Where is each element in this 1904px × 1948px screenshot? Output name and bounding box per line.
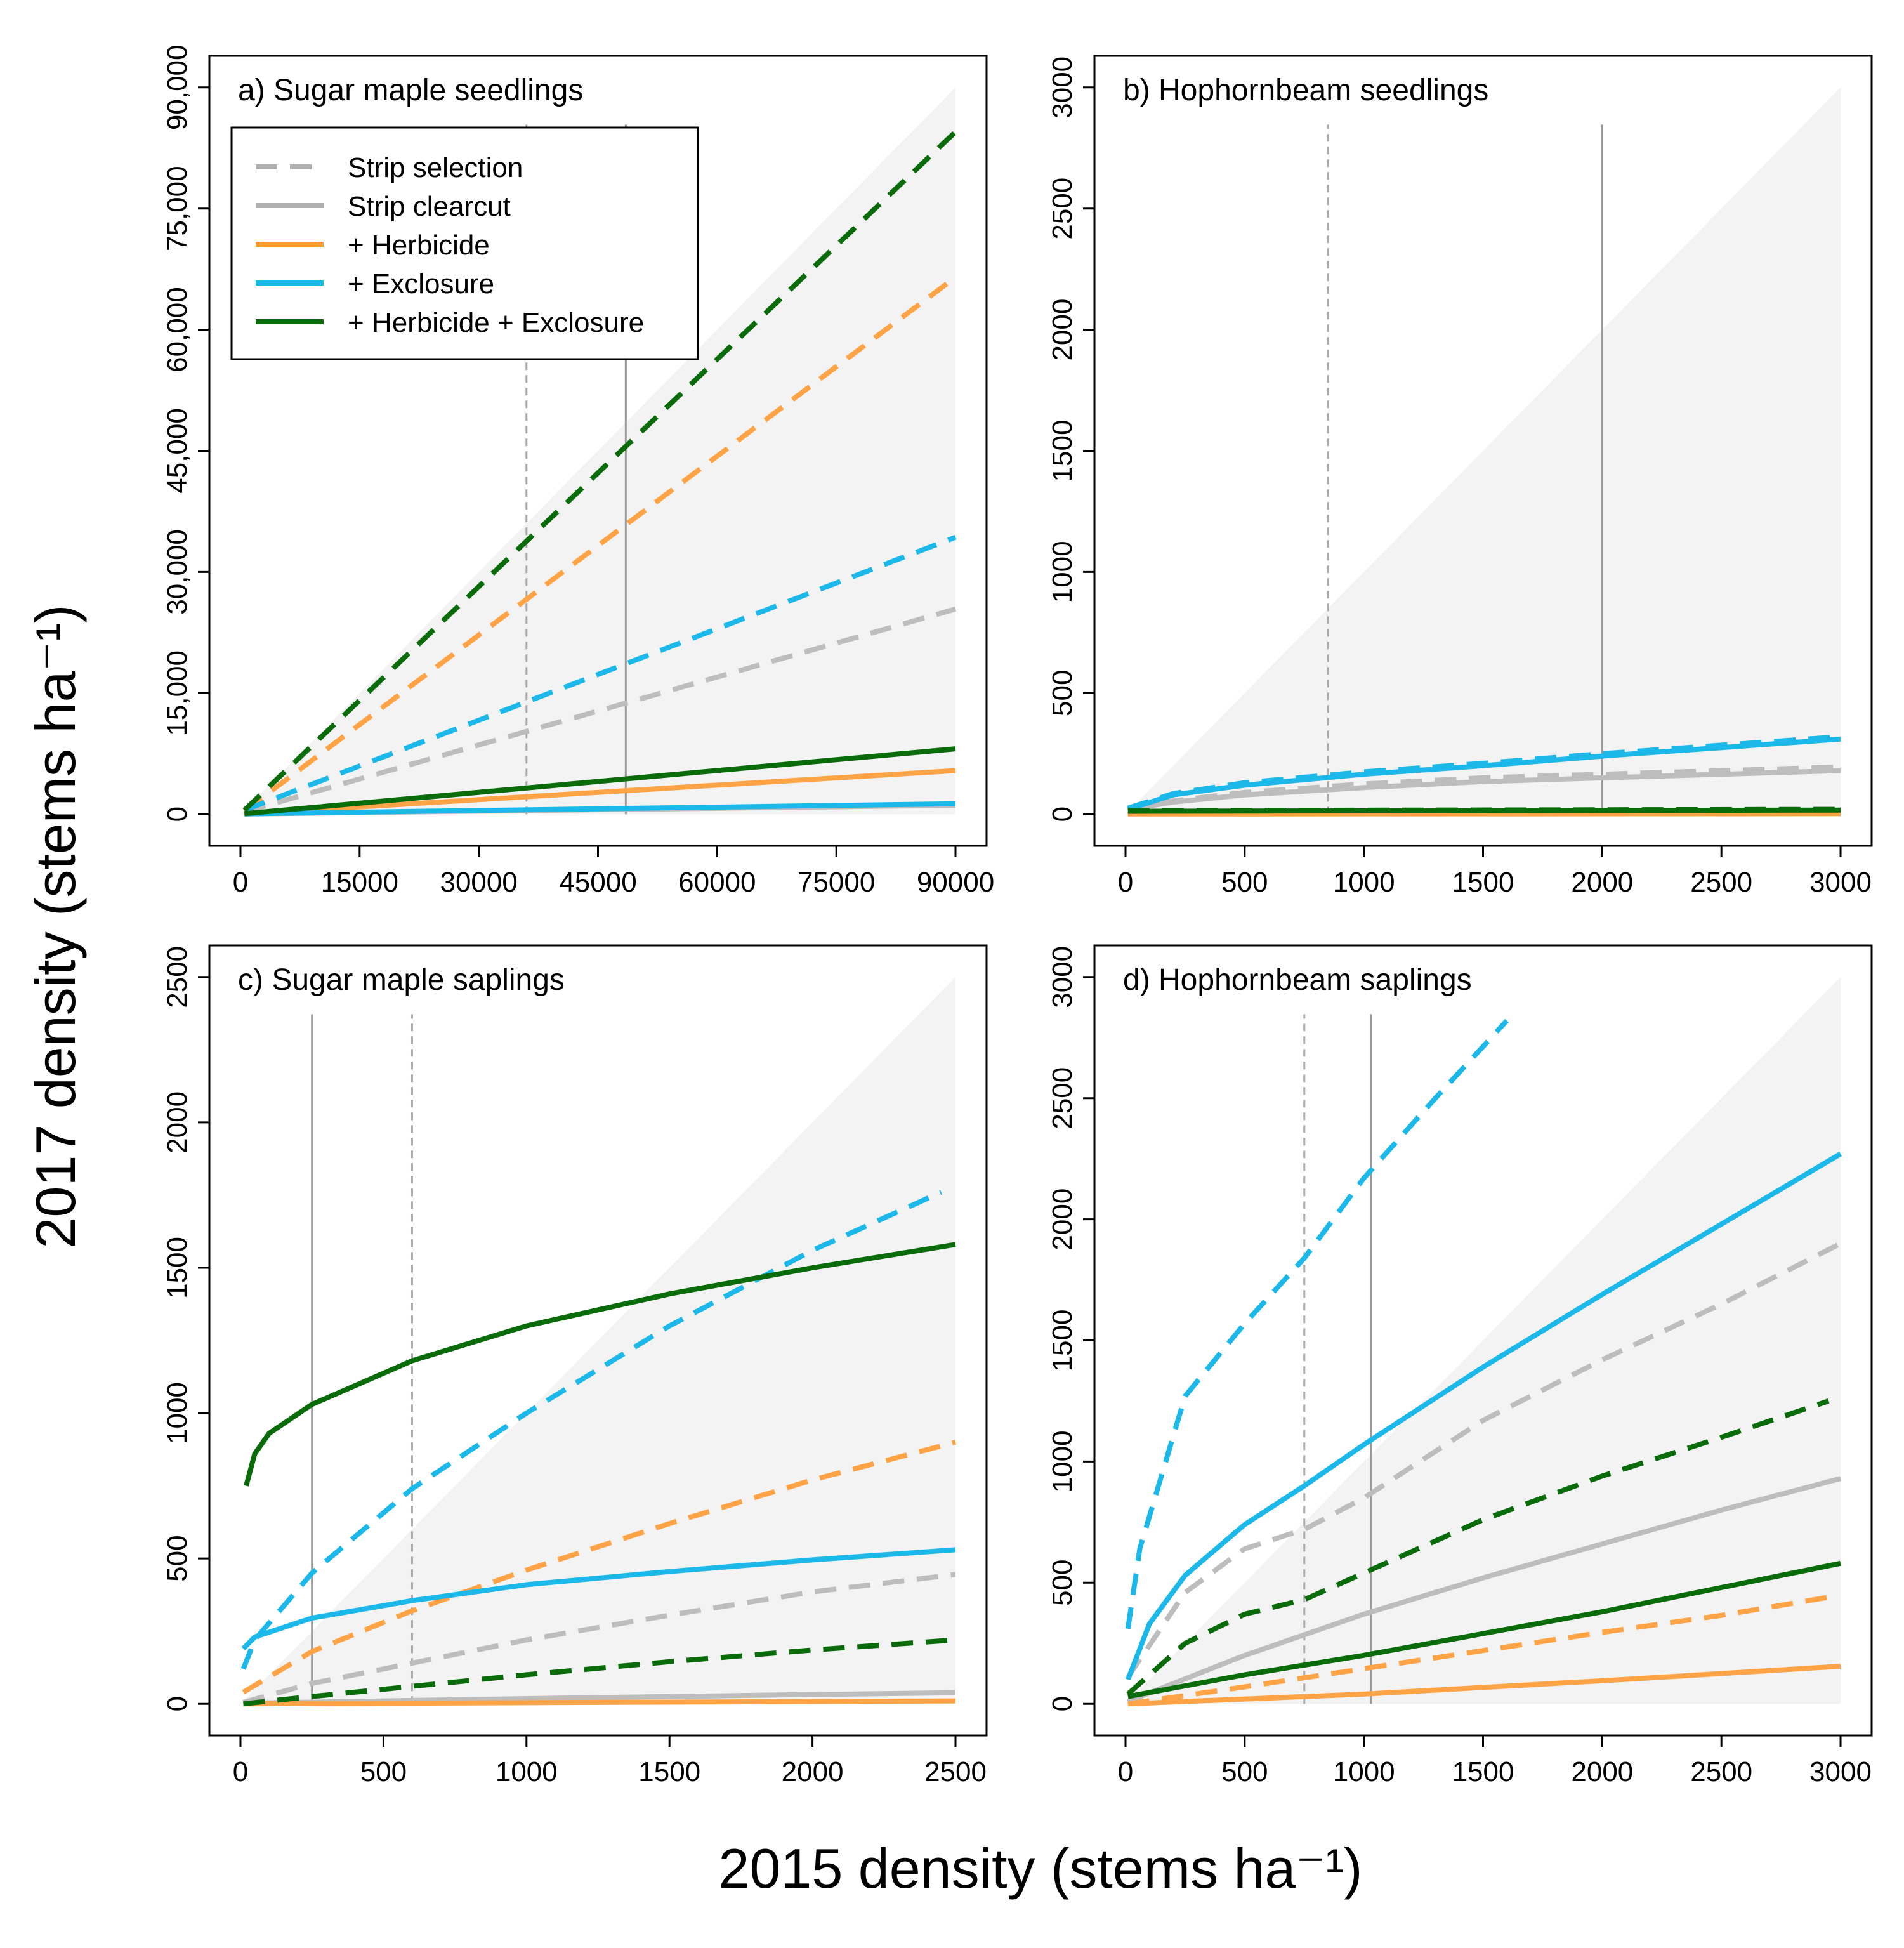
y-tick-label: 1000 (162, 1382, 193, 1444)
x-axis-title: 2015 density (stems ha⁻¹) (719, 1837, 1363, 1900)
panel-d: 0 500 1000 1500 2000 2500 3000 0 500 1000 1500 2000… (1047, 945, 1872, 1787)
x-tick-label: 45000 (559, 867, 636, 898)
legend-label: Strip selection (348, 152, 523, 183)
x-tick-label: 0 (233, 867, 248, 898)
y-tick-label: 500 (1047, 1560, 1078, 1606)
y-tick-label: 30,000 (162, 529, 193, 615)
y-tick-label: 3000 (1047, 56, 1078, 119)
y-tick-label: 0 (162, 806, 193, 822)
x-tick-label: 500 (1221, 867, 1268, 898)
x-tick-label: 90000 (917, 867, 994, 898)
panel-c: 0 500 1000 1500 2000 2500 0 500 1000 1500 2000 2500… (162, 945, 987, 1787)
panel-title: c) Sugar maple saplings (238, 963, 565, 997)
series-line-herb_excl-clearcut (1128, 810, 1841, 812)
y-tick-label: 0 (1047, 1696, 1078, 1711)
legend-label: Strip clearcut (348, 191, 511, 222)
x-tick-label: 1500 (638, 1756, 700, 1787)
y-tick-label: 1000 (1047, 1430, 1078, 1492)
y-tick-label: 500 (1047, 670, 1078, 716)
panel-title: d) Hophornbeam saplings (1123, 963, 1472, 997)
y-tick-label: 0 (1047, 806, 1078, 822)
x-tick-label: 1000 (1333, 867, 1395, 898)
panel-title: a) Sugar maple seedlings (238, 74, 583, 107)
panel-b: 0 500 1000 1500 2000 2500 3000 0 500 1000 1500 2000… (1047, 56, 1872, 898)
panel-title: b) Hophornbeam seedlings (1123, 74, 1488, 107)
x-tick-label: 30000 (440, 867, 517, 898)
x-tick-label: 1000 (496, 1756, 558, 1787)
y-tick-label: 45,000 (162, 408, 193, 494)
x-tick-label: 15000 (321, 867, 398, 898)
y-tick-label: 1500 (1047, 420, 1078, 482)
reference-region (240, 977, 955, 1704)
x-tick-label: 75000 (798, 867, 875, 898)
y-tick-label: 15,000 (162, 650, 193, 736)
x-tick-label: 0 (1118, 1756, 1133, 1787)
x-tick-label: 2000 (782, 1756, 844, 1787)
x-tick-label: 2500 (1690, 1756, 1752, 1787)
x-tick-label: 1500 (1452, 1756, 1514, 1787)
x-tick-label: 2000 (1571, 867, 1633, 898)
y-tick-label: 1500 (162, 1237, 193, 1299)
legend-label: + Herbicide + Exclosure (348, 307, 644, 338)
x-tick-label: 2500 (924, 1756, 987, 1787)
y-tick-label: 2000 (162, 1091, 193, 1154)
y-tick-label: 2000 (1047, 299, 1078, 361)
y-tick-label: 0 (162, 1696, 193, 1711)
y-tick-label: 1500 (1047, 1310, 1078, 1372)
y-tick-label: 2000 (1047, 1188, 1078, 1251)
x-tick-label: 3000 (1809, 867, 1872, 898)
legend: Strip selection Strip clearcut + Herbicide… (232, 128, 698, 359)
legend-label: + Herbicide (348, 230, 490, 261)
x-tick-label: 0 (233, 1756, 248, 1787)
x-tick-label: 3000 (1809, 1756, 1872, 1787)
y-tick-label: 2500 (1047, 178, 1078, 240)
x-tick-label: 500 (1221, 1756, 1268, 1787)
x-tick-label: 2500 (1690, 867, 1752, 898)
y-tick-label: 1000 (1047, 541, 1078, 603)
y-tick-label: 3000 (1047, 946, 1078, 1008)
series-line-herbicide-clearcut (244, 1701, 956, 1704)
x-tick-label: 0 (1118, 867, 1133, 898)
x-tick-label: 1000 (1333, 1756, 1395, 1787)
legend-label: + Exclosure (348, 268, 494, 299)
x-tick-label: 2000 (1571, 1756, 1633, 1787)
y-tick-label: 90,000 (162, 45, 193, 131)
x-tick-label: 500 (360, 1756, 407, 1787)
y-tick-label: 500 (162, 1535, 193, 1581)
y-tick-label: 2500 (1047, 1067, 1078, 1129)
y-tick-label: 60,000 (162, 287, 193, 372)
y-tick-label: 2500 (162, 946, 193, 1008)
x-tick-label: 1500 (1452, 867, 1514, 898)
y-axis-title: 2017 density (stems ha⁻¹) (24, 605, 87, 1249)
x-tick-label: 60000 (678, 867, 756, 898)
reference-region (1126, 88, 1841, 814)
y-tick-label: 75,000 (162, 166, 193, 251)
